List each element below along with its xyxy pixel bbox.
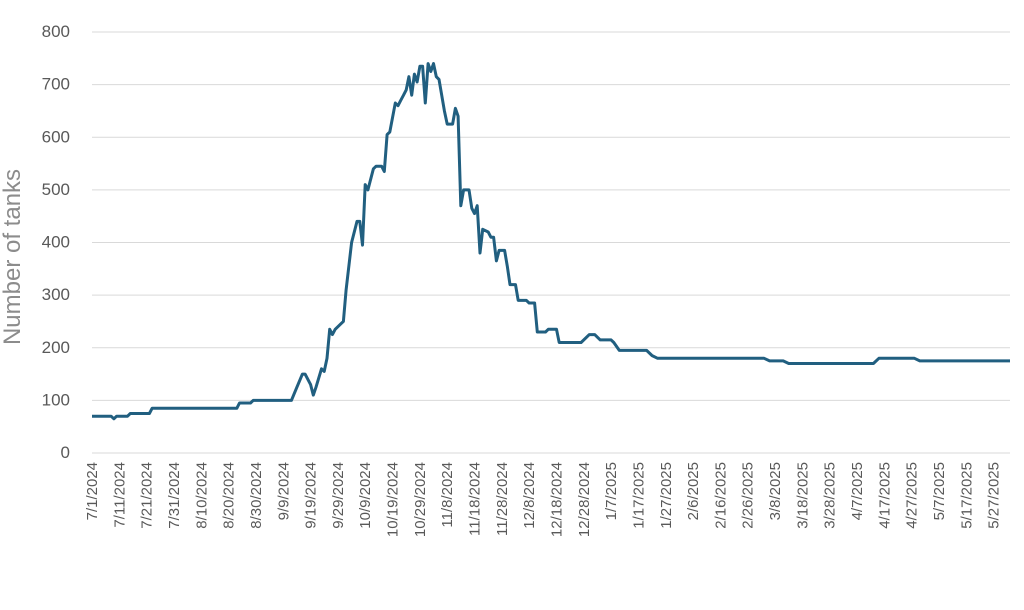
x-tick-label: 4/7/2025	[849, 462, 866, 520]
x-tick-label: 3/28/2025	[822, 462, 839, 529]
data-line	[92, 62, 1010, 421]
x-tick-label: 9/29/2024	[330, 462, 347, 529]
x-tick-label: 12/28/2024	[576, 462, 593, 537]
y-tick-label: 300	[42, 285, 70, 304]
x-tick-label: 8/20/2024	[221, 462, 238, 529]
x-tick-label: 7/21/2024	[139, 462, 156, 529]
x-tick-label: 12/8/2024	[521, 462, 538, 529]
x-tick-label: 5/7/2025	[931, 462, 948, 520]
x-tick-label: 2/6/2025	[685, 462, 702, 520]
x-tick-label: 8/30/2024	[248, 462, 265, 529]
x-tick-label: 10/19/2024	[385, 462, 402, 537]
x-tick-label: 8/10/2024	[193, 462, 210, 529]
x-tick-label: 10/9/2024	[357, 462, 374, 529]
x-tick-label: 9/9/2024	[275, 462, 292, 520]
x-tick-label: 3/8/2025	[767, 462, 784, 520]
x-tick-label: 12/18/2024	[548, 462, 565, 537]
x-tick-label: 5/17/2025	[958, 462, 975, 529]
y-tick-label: 0	[61, 443, 70, 462]
x-tick-label: 3/18/2025	[794, 462, 811, 529]
x-tick-label: 4/27/2025	[904, 462, 921, 529]
x-tick-label: 7/1/2024	[84, 462, 101, 520]
y-tick-label: 800	[42, 22, 70, 41]
x-tick-label: 1/27/2025	[658, 462, 675, 529]
x-tick-label: 7/31/2024	[166, 462, 183, 529]
x-tick-label: 11/8/2024	[439, 462, 456, 528]
x-tick-label: 11/28/2024	[494, 462, 511, 536]
y-axis-title: Number of tanks	[0, 169, 26, 345]
x-tick-label: 9/19/2024	[303, 462, 320, 529]
y-tick-label: 100	[42, 390, 70, 409]
y-tick-label: 500	[42, 180, 70, 199]
x-tick-label: 1/7/2025	[603, 462, 620, 520]
x-tick-label: 10/29/2024	[412, 462, 429, 537]
y-tick-label: 700	[42, 75, 70, 94]
x-tick-label: 1/17/2025	[630, 462, 647, 529]
y-tick-label: 400	[42, 233, 70, 252]
y-tick-label: 600	[42, 127, 70, 146]
x-tick-label: 11/18/2024	[467, 462, 484, 536]
y-tick-label: 200	[42, 338, 70, 357]
x-tick-label: 2/16/2025	[712, 462, 729, 529]
x-tick-label: 7/11/2024	[111, 462, 128, 528]
x-tick-label: 2/26/2025	[740, 462, 757, 529]
x-tick-label: 5/27/2025	[986, 462, 1003, 529]
x-tick-label: 4/17/2025	[876, 462, 893, 529]
